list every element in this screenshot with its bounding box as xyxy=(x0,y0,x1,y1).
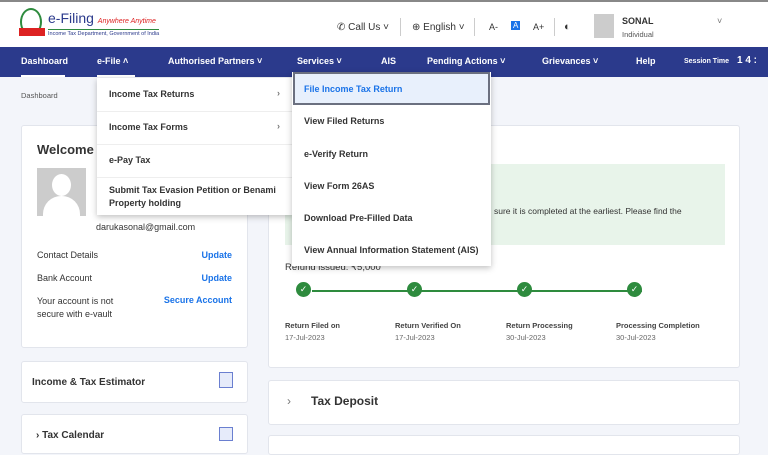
menu-item-view-ais[interactable]: View Annual Information Statement (AIS) xyxy=(304,245,479,255)
submenu-item-highlight xyxy=(293,72,490,105)
active-indicator xyxy=(97,75,135,77)
contrast-icon[interactable]: ◐ xyxy=(564,21,571,33)
notice-text: sure it is completed at the earliest. Pl… xyxy=(494,206,682,216)
font-decrease-button[interactable]: A- xyxy=(489,22,498,32)
step-check-icon: ✓ xyxy=(296,282,311,297)
efile-dropdown: Income Tax Returns › Income Tax Forms › … xyxy=(97,78,293,215)
logo-title-text: e-Filing xyxy=(48,10,94,26)
divider xyxy=(97,111,293,112)
logo-title[interactable]: e-Filing Anywhere Anytime xyxy=(48,10,156,26)
secure-account-link[interactable]: Secure Account xyxy=(163,295,232,305)
user-name: SONAL xyxy=(622,16,654,26)
tax-deposit-card[interactable]: › Tax Deposit xyxy=(268,380,740,425)
nav-ais[interactable]: AIS xyxy=(381,56,397,66)
divider xyxy=(400,18,401,36)
nav-services[interactable]: Services ˅ xyxy=(297,56,342,66)
user-role: Individual xyxy=(622,30,654,39)
progress-line xyxy=(312,290,642,292)
chevron-right-icon: › xyxy=(277,121,280,131)
tax-calendar-card[interactable]: › Tax Calendar xyxy=(21,414,248,454)
session-time-value: 1 4 : xyxy=(737,55,758,66)
language-select[interactable]: ⊕ English ˅ xyxy=(412,22,465,33)
bank-account-label: Bank Account xyxy=(37,273,93,283)
profile-photo xyxy=(37,168,86,216)
chevron-right-icon: › xyxy=(277,88,280,98)
session-time-label: Session Time xyxy=(684,58,730,65)
nav-help[interactable]: Help xyxy=(636,56,656,66)
logo-subtitle: Income Tax Department, Government of Ind… xyxy=(48,29,160,37)
breadcrumb[interactable]: Dashboard xyxy=(21,91,58,100)
divider xyxy=(97,177,293,178)
profile-email: darukasonal@gmail.com xyxy=(96,222,196,232)
active-indicator xyxy=(21,75,65,77)
chevron-right-icon: › xyxy=(287,394,291,408)
vault-status: Your account is not secure with e-vault xyxy=(37,296,114,319)
itr-submenu: File Income Tax Return View Filed Return… xyxy=(292,72,491,266)
nav-efile[interactable]: e-File ˄ xyxy=(97,56,129,66)
nav-efile-label: e-File xyxy=(97,56,121,66)
next-card xyxy=(268,435,740,455)
step-check-icon: ✓ xyxy=(517,282,532,297)
chevron-down-icon[interactable]: ˅ xyxy=(717,16,723,26)
nav-pending-actions[interactable]: Pending Actions ˅ xyxy=(427,56,506,66)
chevron-right-icon: › xyxy=(36,430,43,441)
font-increase-button[interactable]: A+ xyxy=(533,22,545,32)
step-date: 30-Jul-2023 xyxy=(616,333,656,342)
avatar[interactable] xyxy=(594,14,614,38)
update-bank-link[interactable]: Update xyxy=(201,273,232,283)
calendar-icon xyxy=(219,427,233,441)
menu-item-submit-petition[interactable]: Submit Tax Evasion Petition or Benami Pr… xyxy=(109,185,276,208)
estimator-title: Income & Tax Estimator xyxy=(32,377,146,388)
header: e-Filing Anywhere Anytime Income Tax Dep… xyxy=(0,0,768,47)
menu-item-view-filed-returns[interactable]: View Filed Returns xyxy=(304,116,385,126)
step-date: 17-Jul-2023 xyxy=(285,333,325,342)
divider xyxy=(554,18,555,36)
step-label: Processing Completion xyxy=(616,321,700,330)
tax-calendar-label: Tax Calendar xyxy=(42,430,105,441)
menu-item-income-tax-returns[interactable]: Income Tax Returns xyxy=(109,89,195,99)
menu-item-file-income-tax-return[interactable]: File Income Tax Return xyxy=(304,84,403,94)
step-date: 17-Jul-2023 xyxy=(395,333,435,342)
nav-label: Pending Actions xyxy=(427,56,498,66)
step-label: Return Processing xyxy=(506,321,573,330)
divider xyxy=(97,144,293,145)
tax-calendar-title: › Tax Calendar xyxy=(36,430,104,441)
nav-dashboard[interactable]: Dashboard xyxy=(21,56,69,66)
step-label: Return Verified On xyxy=(395,321,461,330)
menu-item-download-prefilled-data[interactable]: Download Pre-Filled Data xyxy=(304,213,413,223)
step-date: 30-Jul-2023 xyxy=(506,333,546,342)
language-label: English xyxy=(423,22,456,33)
menu-item-view-form-26as[interactable]: View Form 26AS xyxy=(304,181,375,191)
menu-item-e-verify-return[interactable]: e-Verify Return xyxy=(304,149,369,159)
update-contact-link[interactable]: Update xyxy=(201,250,232,260)
step-check-icon: ✓ xyxy=(407,282,422,297)
step-label: Return Filed on xyxy=(285,321,340,330)
call-us-button[interactable]: ✆ Call Us ˅ xyxy=(337,22,390,33)
font-normal-button[interactable]: A xyxy=(511,21,521,30)
divider xyxy=(474,18,475,36)
welcome-title: Welcome B xyxy=(37,142,107,157)
refund-issued: Refund issued: ₹5,000 xyxy=(285,262,381,273)
income-tax-estimator-card[interactable]: Income & Tax Estimator xyxy=(21,361,248,403)
nav-label: Authorised Partners xyxy=(168,56,255,66)
tax-deposit-title: Tax Deposit xyxy=(311,394,379,408)
step-check-icon: ✓ xyxy=(627,282,642,297)
nav-authorised-partners[interactable]: Authorised Partners ˅ xyxy=(168,56,263,66)
nav-label: Grievances xyxy=(542,56,591,66)
nav-grievances[interactable]: Grievances ˅ xyxy=(542,56,599,66)
emblem-logo xyxy=(19,8,45,36)
call-us-label: Call Us xyxy=(348,22,381,33)
menu-item-e-pay-tax[interactable]: e-Pay Tax xyxy=(109,155,151,165)
contact-details-label: Contact Details xyxy=(37,250,99,260)
menu-item-income-tax-forms[interactable]: Income Tax Forms xyxy=(109,122,188,132)
logo-tagline: Anywhere Anytime xyxy=(97,18,156,25)
calculator-icon xyxy=(219,372,233,388)
nav-label: Services xyxy=(297,56,335,66)
